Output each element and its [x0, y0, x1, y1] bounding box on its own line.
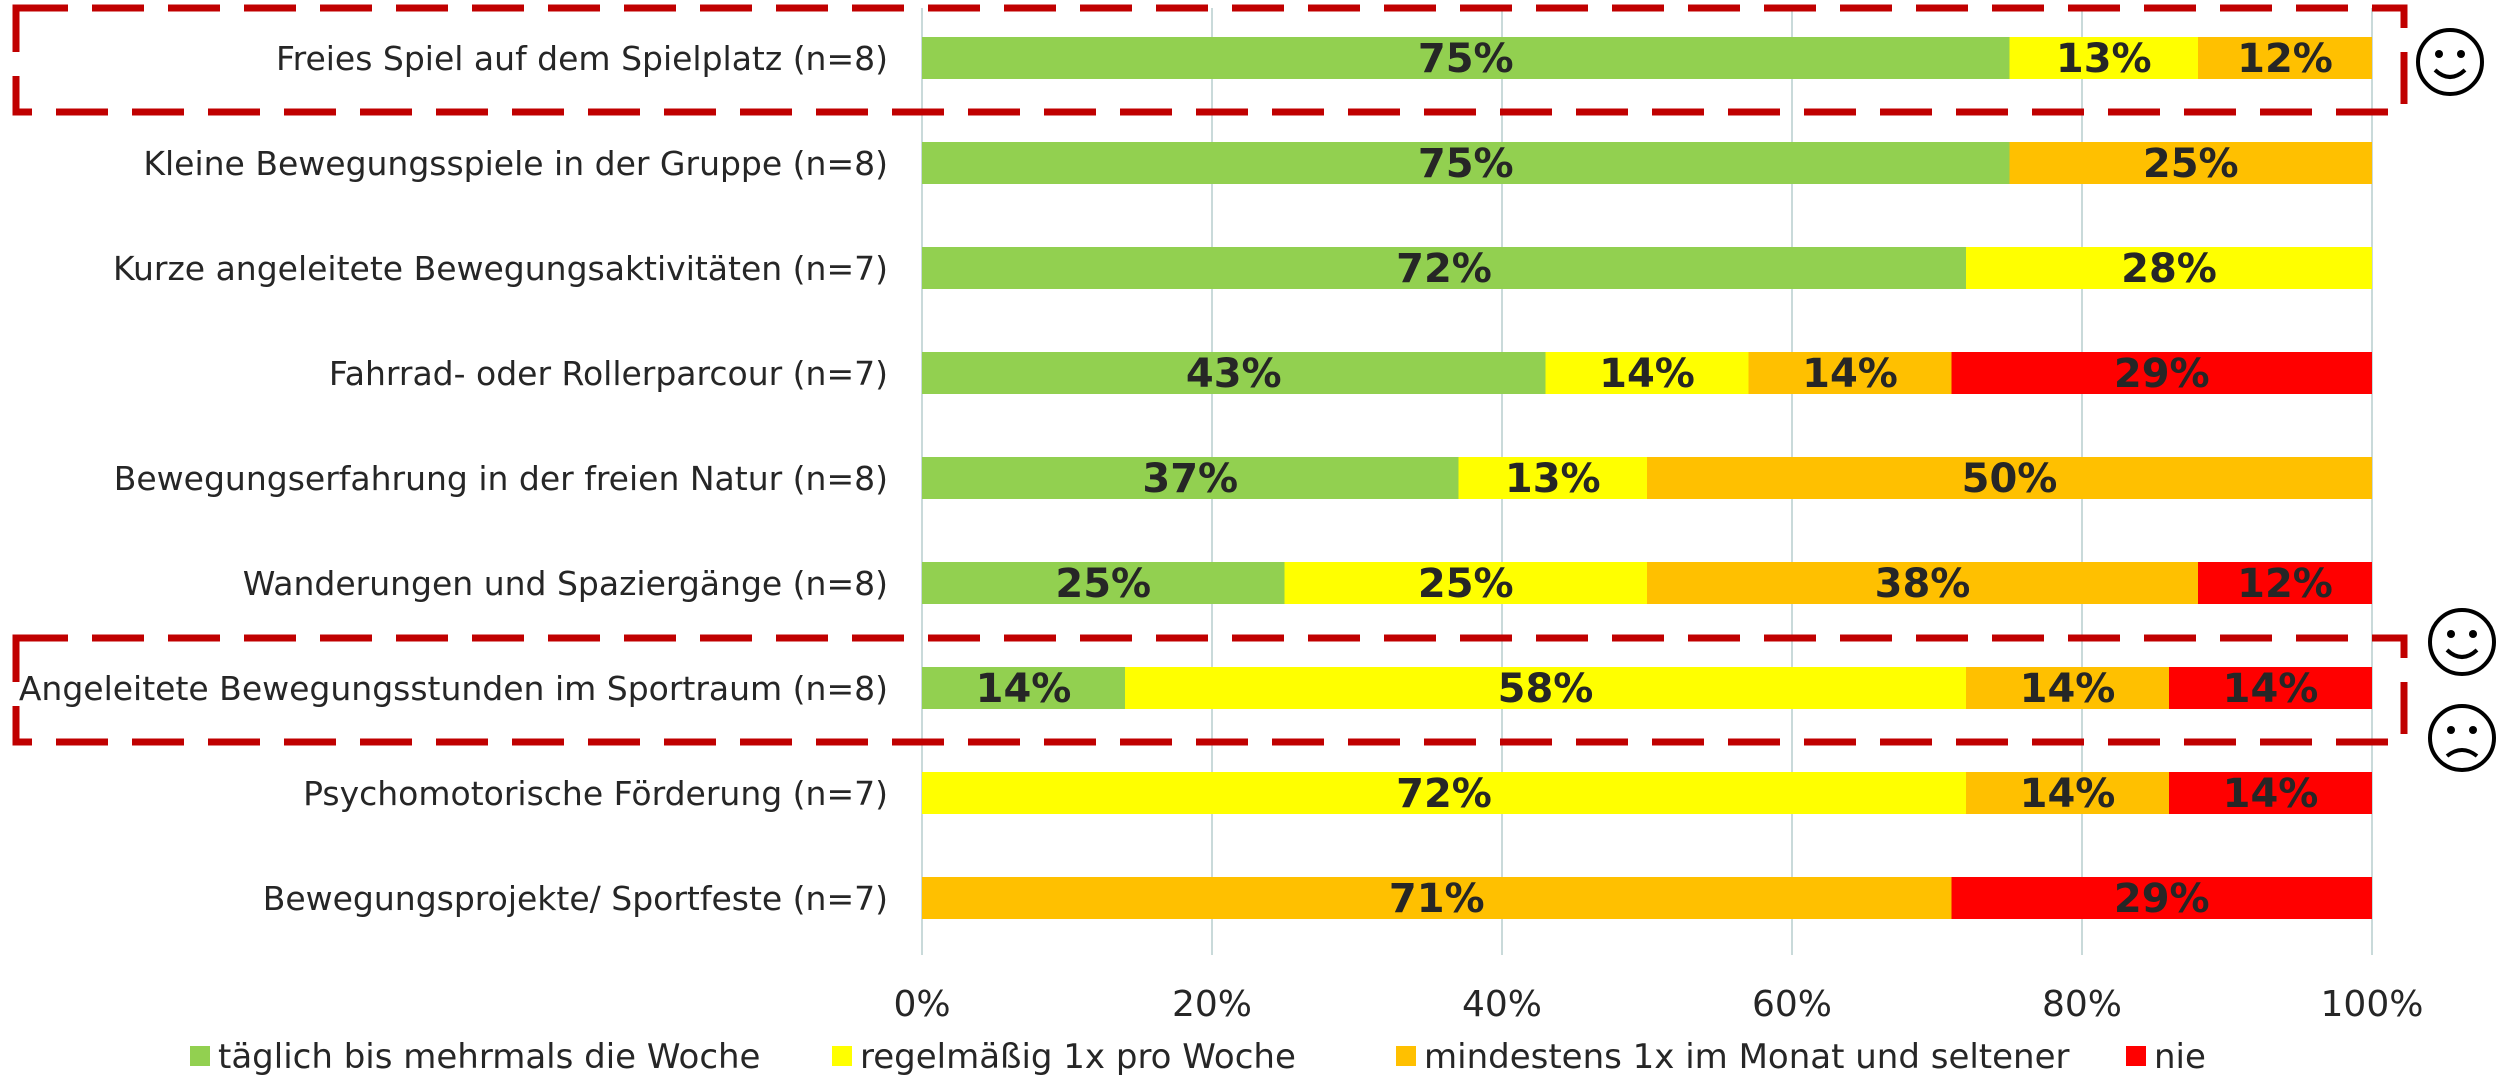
data-label: 72%: [1396, 246, 1492, 292]
data-label: 29%: [2114, 351, 2210, 397]
legend-swatch: [832, 1046, 852, 1066]
bar-segment: [2198, 37, 2372, 79]
bar-segment: [922, 877, 1952, 919]
category-label: Angeleitete Bewegungsstunden im Sportrau…: [19, 669, 888, 708]
bar-segment: [2009, 37, 2198, 79]
happy-face-icon: [2416, 28, 2484, 96]
data-label: 14%: [1599, 351, 1695, 397]
data-label: 75%: [1418, 141, 1514, 187]
data-label: 14%: [2020, 771, 2116, 817]
x-tick-label: 20%: [1172, 984, 1252, 1025]
x-tick-label: 60%: [1752, 984, 1832, 1025]
face-eye: [2435, 50, 2443, 58]
data-label: 38%: [1875, 561, 1971, 607]
bar-segment: [1545, 352, 1749, 394]
data-label: 13%: [1505, 456, 1601, 502]
bar-segment: [922, 772, 1966, 814]
legend-label: regelmäßig 1x pro Woche: [860, 1037, 1296, 1077]
face-eye: [2457, 50, 2465, 58]
happy-face-icon: [2428, 608, 2496, 676]
data-label: 72%: [1396, 771, 1492, 817]
bar-segment: [1951, 877, 2372, 919]
bar-segment: [1966, 772, 2169, 814]
category-label: Bewegungserfahrung in der freien Natur (…: [114, 459, 888, 498]
data-label: 12%: [2237, 561, 2333, 607]
data-label: 14%: [2223, 771, 2319, 817]
legend-swatch: [1396, 1046, 1416, 1066]
data-label: 14%: [1802, 351, 1898, 397]
x-tick-label: 100%: [2321, 984, 2424, 1025]
bar-segment: [922, 457, 1459, 499]
data-label: 14%: [976, 666, 1072, 712]
sad-face-icon: [2428, 704, 2496, 772]
face-eye: [2447, 630, 2455, 638]
data-label: 29%: [2114, 876, 2210, 922]
face-mouth: [2433, 68, 2467, 79]
bar-segment: [1647, 457, 2372, 499]
x-tick-label: 0%: [893, 984, 950, 1025]
highlight-box: [12, 634, 2408, 746]
data-label: 71%: [1389, 876, 1485, 922]
category-label: Fahrrad- oder Rollerparcour (n=7): [329, 354, 888, 393]
legend-swatch: [190, 1046, 210, 1066]
legend-label: täglich bis mehrmals die Woche: [218, 1037, 760, 1077]
bar-segment: [922, 247, 1966, 289]
face-eye: [2469, 726, 2477, 734]
highlight-box: [12, 4, 2408, 116]
bar-segment: [2198, 562, 2372, 604]
bar-segment: [1647, 562, 2198, 604]
data-label: 12%: [2237, 36, 2333, 82]
category-label: Kleine Bewegungsspiele in der Gruppe (n=…: [143, 144, 888, 183]
data-label: 43%: [1186, 351, 1282, 397]
data-label: 75%: [1418, 36, 1514, 82]
bar-segment: [1966, 667, 2169, 709]
data-label: 50%: [1962, 456, 2058, 502]
category-label: Wanderungen und Spaziergänge (n=8): [243, 564, 888, 603]
category-label: Freies Spiel auf dem Spielplatz (n=8): [276, 39, 888, 78]
bar-segment: [922, 142, 2010, 184]
bar-segment: [1951, 352, 2372, 394]
bar-segment: [922, 352, 1546, 394]
data-label: 37%: [1142, 456, 1238, 502]
face-eye: [2469, 630, 2477, 638]
bar-segment: [2169, 667, 2372, 709]
bar-segment: [2169, 772, 2372, 814]
bar-segment: [1284, 562, 1647, 604]
bar-segment: [2009, 142, 2372, 184]
category-label: Kurze angeleitete Bewegungsaktivitäten (…: [113, 249, 888, 288]
x-tick-label: 40%: [1462, 984, 1542, 1025]
bar-segment: [1966, 247, 2372, 289]
face-mouth: [2445, 648, 2479, 659]
data-label: 28%: [2121, 246, 2217, 292]
bar-segment: [1125, 667, 1966, 709]
face-mouth: [2445, 748, 2479, 758]
legend-label: nie: [2154, 1037, 2206, 1077]
legend-swatch: [2126, 1046, 2146, 1066]
bar-segment: [922, 562, 1285, 604]
data-label: 58%: [1498, 666, 1594, 712]
face-eye: [2447, 726, 2455, 734]
bar-segment: [1458, 457, 1647, 499]
data-label: 25%: [1418, 561, 1514, 607]
data-label: 25%: [1055, 561, 1151, 607]
x-tick-label: 80%: [2042, 984, 2122, 1025]
legend-label: mindestens 1x im Monat und seltener: [1424, 1037, 2070, 1077]
category-label: Bewegungsprojekte/ Sportfeste (n=7): [263, 879, 888, 918]
bar-segment: [1748, 352, 1952, 394]
data-label: 14%: [2223, 666, 2319, 712]
data-label: 25%: [2143, 141, 2239, 187]
bar-segment: [922, 667, 1125, 709]
data-label: 14%: [2020, 666, 2116, 712]
category-label: Psychomotorische Förderung (n=7): [303, 774, 888, 813]
data-label: 13%: [2056, 36, 2152, 82]
bar-segment: [922, 37, 2010, 79]
